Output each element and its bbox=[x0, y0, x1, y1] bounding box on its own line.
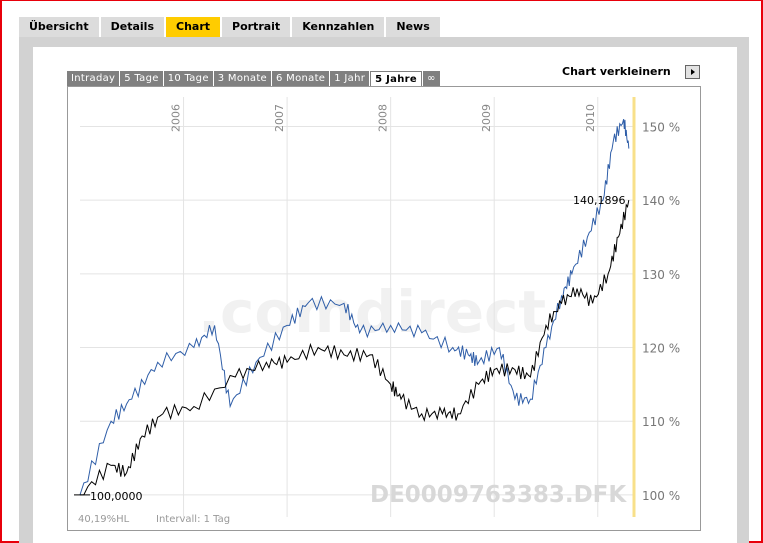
range-tab-0[interactable]: Intraday bbox=[67, 71, 120, 86]
chart-toggle-label[interactable]: Chart verkleinern bbox=[562, 65, 671, 78]
main-tab-bar: Übersicht Details Chart Portrait Kennzahlen N… bbox=[19, 17, 440, 37]
tab-3[interactable]: Portrait bbox=[222, 17, 291, 37]
y-tick-label-0: 100 % bbox=[642, 489, 680, 503]
series-line-blue bbox=[79, 118, 630, 496]
x-tick-label-1: 2007 bbox=[273, 104, 286, 132]
range-tab-6[interactable]: 5 Jahre bbox=[370, 71, 422, 87]
y-tick-label-5: 150 % bbox=[642, 120, 680, 134]
x-tick-label-3: 2009 bbox=[480, 104, 493, 132]
y-tick-label-4: 140 % bbox=[642, 194, 680, 208]
y-tick-label-3: 130 % bbox=[642, 268, 680, 282]
triangle-right-icon[interactable] bbox=[685, 65, 700, 79]
start-value-label: 100,0000 bbox=[90, 490, 143, 503]
y-tick-label-2: 120 % bbox=[642, 342, 680, 356]
corner-left-label: 40,19%HL bbox=[78, 514, 130, 525]
y-tick-label-1: 110 % bbox=[642, 415, 680, 429]
line-chart: .comdirect 100 % 110 % 120 % 130 % 140 % 150 %… bbox=[74, 97, 680, 525]
tab-2[interactable]: Chart bbox=[166, 17, 221, 37]
tab-4[interactable]: Kennzahlen bbox=[292, 17, 385, 37]
range-tab-1[interactable]: 5 Tage bbox=[120, 71, 163, 86]
chart-area: .comdirect 100 % 110 % 120 % 130 % 140 % 150 %… bbox=[67, 86, 701, 531]
corner-mid-label: Intervall: 1 Tag bbox=[156, 514, 230, 525]
range-tab-7[interactable]: ∞ bbox=[422, 71, 440, 86]
end-value-label: 140,1896 bbox=[573, 194, 626, 207]
x-tick-label-0: 2006 bbox=[170, 104, 183, 132]
range-tab-2[interactable]: 10 Tage bbox=[163, 71, 213, 86]
x-tick-label-2: 2008 bbox=[377, 104, 390, 132]
range-tab-4[interactable]: 6 Monate bbox=[272, 71, 330, 86]
tab-1[interactable]: Details bbox=[100, 17, 164, 37]
tab-5[interactable]: News bbox=[386, 17, 440, 37]
x-tick-label-4: 2010 bbox=[584, 104, 597, 132]
range-tab-bar: Intraday 5 Tage 10 Tage 3 Monate 6 Monate 1 J… bbox=[67, 71, 440, 87]
symbol-watermark: DE0009763383.DFK bbox=[370, 482, 627, 508]
range-tab-5[interactable]: 1 Jahr bbox=[330, 71, 370, 86]
series-line-black bbox=[79, 200, 630, 496]
watermark-text: .comdirect bbox=[198, 278, 546, 346]
range-tab-3[interactable]: 3 Monate bbox=[213, 71, 272, 86]
tab-0[interactable]: Übersicht bbox=[19, 17, 99, 37]
